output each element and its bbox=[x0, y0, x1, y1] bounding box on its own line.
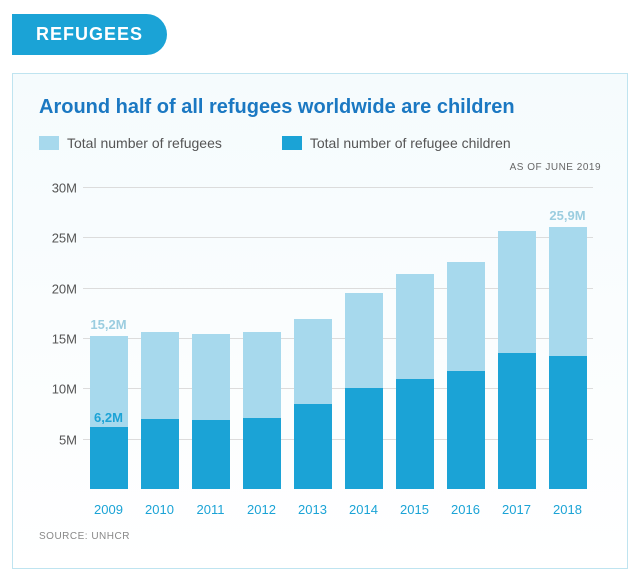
bar-children bbox=[549, 356, 587, 489]
bar-group bbox=[134, 187, 185, 489]
bar-children bbox=[141, 419, 179, 489]
y-tick-label: 10M bbox=[39, 382, 77, 397]
chart-area: 5M10M15M20M25M30M15,2M6,2M25,9M 20092010… bbox=[39, 187, 601, 517]
bar-group bbox=[287, 187, 338, 489]
x-axis-labels: 2009201020112012201320142015201620172018 bbox=[83, 502, 593, 517]
x-tick-label: 2018 bbox=[542, 502, 593, 517]
y-tick-label: 15M bbox=[39, 332, 77, 347]
bar-group bbox=[440, 187, 491, 489]
legend-total: Total number of refugees bbox=[39, 135, 222, 151]
bar-children bbox=[90, 427, 128, 489]
bar-total bbox=[498, 231, 536, 489]
callout-first-children: 6,2M bbox=[79, 410, 139, 425]
x-tick-label: 2013 bbox=[287, 502, 338, 517]
bar-total bbox=[396, 274, 434, 489]
y-tick-label: 30M bbox=[39, 181, 77, 196]
bar-children bbox=[498, 353, 536, 489]
x-tick-label: 2016 bbox=[440, 502, 491, 517]
bar-group bbox=[236, 187, 287, 489]
bar-children bbox=[294, 404, 332, 489]
bar-group bbox=[338, 187, 389, 489]
y-tick-label: 5M bbox=[39, 432, 77, 447]
bar-children bbox=[396, 379, 434, 489]
bars-container: 15,2M6,2M 25,9M bbox=[83, 187, 593, 489]
y-tick-label: 25M bbox=[39, 231, 77, 246]
legend-children: Total number of refugee children bbox=[282, 135, 511, 151]
bar-group: 15,2M6,2M bbox=[83, 187, 134, 489]
chart-panel: Around half of all refugees worldwide ar… bbox=[12, 73, 628, 569]
legend-total-swatch bbox=[39, 136, 59, 150]
bar-total bbox=[243, 332, 281, 489]
x-tick-label: 2012 bbox=[236, 502, 287, 517]
legend: Total number of refugees Total number of… bbox=[39, 135, 601, 151]
y-tick-label: 20M bbox=[39, 281, 77, 296]
x-tick-label: 2014 bbox=[338, 502, 389, 517]
x-tick-label: 2010 bbox=[134, 502, 185, 517]
bar-total bbox=[447, 262, 485, 490]
legend-children-label: Total number of refugee children bbox=[310, 135, 511, 151]
x-tick-label: 2017 bbox=[491, 502, 542, 517]
bar-group bbox=[389, 187, 440, 489]
bar-group: 25,9M bbox=[542, 187, 593, 489]
bar-children bbox=[192, 420, 230, 489]
section-header-pill: REFUGEES bbox=[12, 14, 167, 55]
x-tick-label: 2009 bbox=[83, 502, 134, 517]
bar-total: 15,2M6,2M bbox=[90, 336, 128, 489]
bar-total: 25,9M bbox=[549, 227, 587, 489]
legend-children-swatch bbox=[282, 136, 302, 150]
bar-children bbox=[345, 388, 383, 489]
chart-title: Around half of all refugees worldwide ar… bbox=[39, 96, 601, 119]
callout-first-total: 15,2M bbox=[79, 317, 139, 332]
bar-group bbox=[185, 187, 236, 489]
plot-area: 5M10M15M20M25M30M15,2M6,2M25,9M bbox=[83, 187, 593, 489]
legend-total-label: Total number of refugees bbox=[67, 135, 222, 151]
bar-total bbox=[345, 293, 383, 489]
callout-last-total: 25,9M bbox=[538, 208, 598, 223]
bar-children bbox=[243, 418, 281, 489]
source-label: SOURCE: UNHCR bbox=[39, 531, 601, 542]
as-of-label: AS OF JUNE 2019 bbox=[510, 162, 601, 173]
x-tick-label: 2015 bbox=[389, 502, 440, 517]
bar-children bbox=[447, 371, 485, 489]
x-tick-label: 2011 bbox=[185, 502, 236, 517]
bar-total bbox=[294, 319, 332, 489]
bar-total bbox=[192, 334, 230, 489]
bar-group bbox=[491, 187, 542, 489]
bar-total bbox=[141, 332, 179, 489]
